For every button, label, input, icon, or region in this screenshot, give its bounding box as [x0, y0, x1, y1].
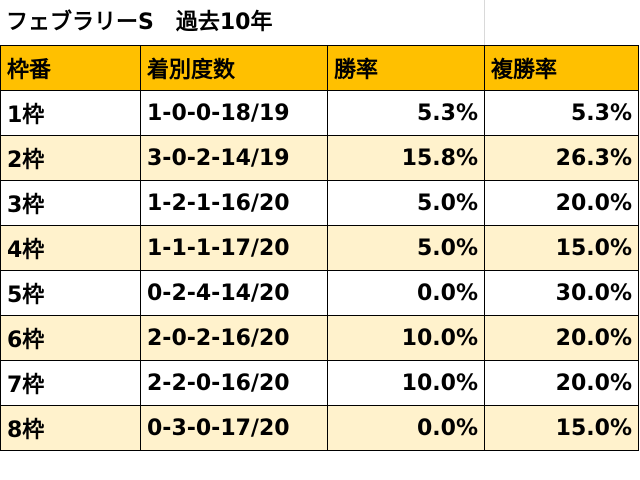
record-cell[interactable]: 0-2-4-14/20 — [140, 270, 328, 316]
header-place-rate[interactable]: 複勝率 — [484, 45, 639, 91]
table-row: 4枠 1-1-1-17/20 5.0% 15.0% — [0, 225, 639, 271]
win-rate-cell[interactable]: 10.0% — [327, 360, 485, 406]
table-row: 2枠 3-0-2-14/19 15.8% 26.3% — [0, 135, 639, 181]
win-rate-cell[interactable]: 0.0% — [327, 405, 485, 451]
gate-cell[interactable]: 7枠 — [0, 360, 141, 406]
record-cell[interactable]: 1-2-1-16/20 — [140, 180, 328, 226]
header-record[interactable]: 着別度数 — [140, 45, 328, 91]
header-row: 枠番 着別度数 勝率 複勝率 — [0, 45, 639, 91]
win-rate-cell[interactable]: 0.0% — [327, 270, 485, 316]
gate-cell[interactable]: 6枠 — [0, 315, 141, 361]
sheet-title[interactable]: フェブラリーS 過去10年 — [6, 10, 273, 35]
record-cell[interactable]: 1-0-0-18/19 — [140, 90, 328, 136]
header-gate[interactable]: 枠番 — [0, 45, 141, 91]
place-rate-cell[interactable]: 20.0% — [484, 360, 639, 406]
record-cell[interactable]: 1-1-1-17/20 — [140, 225, 328, 271]
gate-cell[interactable]: 8枠 — [0, 405, 141, 451]
table-row: 3枠 1-2-1-16/20 5.0% 20.0% — [0, 180, 639, 226]
record-cell[interactable]: 0-3-0-17/20 — [140, 405, 328, 451]
win-rate-cell[interactable]: 5.3% — [327, 90, 485, 136]
gate-cell[interactable]: 1枠 — [0, 90, 141, 136]
title-row: フェブラリーS 過去10年 — [0, 0, 640, 45]
place-rate-cell[interactable]: 20.0% — [484, 315, 639, 361]
win-rate-cell[interactable]: 10.0% — [327, 315, 485, 361]
table-row: 5枠 0-2-4-14/20 0.0% 30.0% — [0, 270, 639, 316]
gate-cell[interactable]: 3枠 — [0, 180, 141, 226]
stats-table: 枠番 着別度数 勝率 複勝率 1枠 1-0-0-18/19 5.3% 5.3% … — [0, 45, 639, 451]
win-rate-cell[interactable]: 5.0% — [327, 180, 485, 226]
place-rate-cell[interactable]: 15.0% — [484, 405, 639, 451]
place-rate-cell[interactable]: 15.0% — [484, 225, 639, 271]
win-rate-cell[interactable]: 15.8% — [327, 135, 485, 181]
win-rate-cell[interactable]: 5.0% — [327, 225, 485, 271]
table-row: 7枠 2-2-0-16/20 10.0% 20.0% — [0, 360, 639, 406]
table-row: 8枠 0-3-0-17/20 0.0% 15.0% — [0, 405, 639, 451]
gate-cell[interactable]: 5枠 — [0, 270, 141, 316]
table-row: 1枠 1-0-0-18/19 5.3% 5.3% — [0, 90, 639, 136]
gate-cell[interactable]: 4枠 — [0, 225, 141, 271]
gate-cell[interactable]: 2枠 — [0, 135, 141, 181]
place-rate-cell[interactable]: 20.0% — [484, 180, 639, 226]
place-rate-cell[interactable]: 5.3% — [484, 90, 639, 136]
record-cell[interactable]: 2-2-0-16/20 — [140, 360, 328, 406]
header-win-rate[interactable]: 勝率 — [327, 45, 485, 91]
record-cell[interactable]: 2-0-2-16/20 — [140, 315, 328, 361]
record-cell[interactable]: 3-0-2-14/19 — [140, 135, 328, 181]
place-rate-cell[interactable]: 30.0% — [484, 270, 639, 316]
place-rate-cell[interactable]: 26.3% — [484, 135, 639, 181]
table-row: 6枠 2-0-2-16/20 10.0% 20.0% — [0, 315, 639, 361]
gridline — [484, 0, 485, 45]
